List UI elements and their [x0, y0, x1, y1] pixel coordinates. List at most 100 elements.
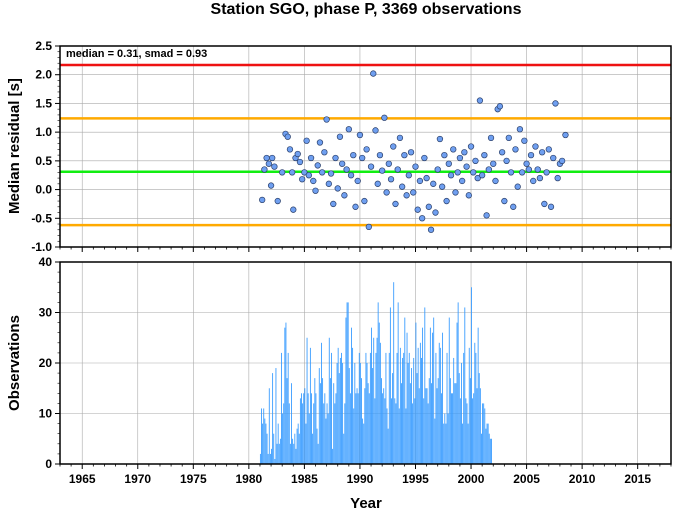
- observation-bar: [463, 352, 465, 464]
- x-axis-label: Year: [350, 495, 382, 511]
- observation-bar: [371, 327, 372, 464]
- observation-bar: [265, 423, 267, 464]
- residual-point: [296, 158, 304, 166]
- y-tick-label: 2.5: [35, 39, 52, 53]
- observation-bar: [346, 302, 348, 464]
- residual-point: [421, 154, 428, 162]
- observation-bar: [461, 363, 462, 464]
- observation-bar: [351, 327, 352, 464]
- observation-bar: [431, 383, 432, 464]
- residual-point: [374, 180, 381, 187]
- y-tick-label: 2.0: [35, 68, 52, 82]
- y-tick-label: 0.5: [35, 154, 52, 168]
- residual-point: [525, 166, 532, 173]
- observation-bar: [418, 388, 420, 464]
- observation-bar: [397, 302, 399, 464]
- observation-bar: [451, 393, 452, 464]
- observation-bar: [302, 403, 304, 464]
- residual-point: [325, 180, 332, 187]
- observation-bar: [403, 352, 405, 464]
- observation-bar: [446, 352, 448, 464]
- y-tick-label: -0.5: [31, 211, 52, 225]
- residual-point: [445, 160, 452, 167]
- residual-point: [336, 133, 344, 140]
- residual-point: [512, 146, 519, 153]
- residual-point: [481, 151, 488, 159]
- residual-point: [516, 126, 524, 133]
- observation-bar: [318, 368, 320, 464]
- residual-point: [454, 169, 461, 176]
- observation-bar: [479, 388, 481, 464]
- residual-point: [427, 226, 435, 233]
- residual-point: [403, 192, 410, 199]
- observation-bar: [344, 403, 346, 464]
- observation-bar: [272, 373, 274, 464]
- observation-bar: [386, 408, 388, 464]
- observation-bar: [468, 347, 470, 464]
- observation-bar: [444, 413, 446, 464]
- residual-point: [472, 157, 479, 165]
- residual-point: [476, 97, 484, 104]
- observation-bar: [306, 337, 308, 464]
- observation-bar: [277, 423, 279, 464]
- observation-bar: [338, 373, 340, 464]
- residual-point: [562, 131, 569, 139]
- residual-point: [372, 127, 379, 134]
- x-tick-label: 1965: [69, 472, 96, 486]
- observation-bar: [478, 373, 480, 464]
- residual-point: [547, 203, 555, 210]
- observation-bar: [455, 383, 457, 464]
- observation-bar: [417, 347, 419, 464]
- observation-bar: [459, 398, 461, 464]
- observation-bar: [456, 322, 458, 464]
- residual-point: [441, 151, 448, 159]
- residual-point: [496, 103, 504, 110]
- observation-bar: [381, 378, 382, 464]
- observation-bar: [401, 383, 402, 464]
- residual-point: [363, 146, 370, 153]
- residual-point: [339, 160, 346, 167]
- observation-bar: [415, 322, 417, 464]
- residual-point: [263, 154, 270, 162]
- observation-bar: [487, 423, 489, 464]
- residual-point: [301, 169, 308, 176]
- residual-point: [383, 189, 390, 196]
- observation-bar: [325, 418, 327, 464]
- observation-bar: [349, 393, 351, 464]
- observation-bar: [438, 342, 440, 464]
- residual-point: [334, 185, 341, 192]
- observation-bar: [307, 393, 309, 464]
- x-tick-label: 1990: [347, 472, 374, 486]
- observation-bar: [316, 428, 318, 464]
- observation-bar: [326, 403, 328, 464]
- observation-bar: [297, 423, 299, 464]
- residual-point: [518, 169, 526, 176]
- residual-point: [447, 172, 455, 179]
- observation-bar: [347, 302, 349, 464]
- observation-bar: [356, 388, 358, 464]
- observation-bar: [484, 408, 486, 464]
- observation-bar: [398, 408, 400, 464]
- observation-bar: [388, 352, 390, 464]
- residual-y-ticks: 2.5 2.0 1.5 1.0 0.5 0.0 -0.5 -1.0: [31, 39, 60, 254]
- observation-bar: [369, 352, 371, 464]
- observation-bar: [308, 413, 310, 464]
- observation-bar: [379, 342, 381, 464]
- residual-point: [267, 182, 275, 189]
- residual-point: [390, 143, 397, 150]
- observation-bar: [285, 322, 287, 464]
- observation-bar: [465, 398, 467, 464]
- residual-point: [443, 197, 450, 205]
- residual-point: [470, 169, 477, 176]
- residual-point: [319, 169, 326, 176]
- residual-point: [289, 169, 296, 176]
- observation-bar: [447, 413, 449, 464]
- observation-bar: [396, 352, 398, 464]
- x-tick-label: 1975: [180, 472, 207, 486]
- observation-bar: [274, 458, 276, 464]
- residual-point: [332, 154, 339, 162]
- observation-bar: [358, 352, 360, 464]
- residual-point: [345, 126, 352, 133]
- observation-bar: [391, 398, 392, 464]
- observation-bar: [361, 378, 362, 464]
